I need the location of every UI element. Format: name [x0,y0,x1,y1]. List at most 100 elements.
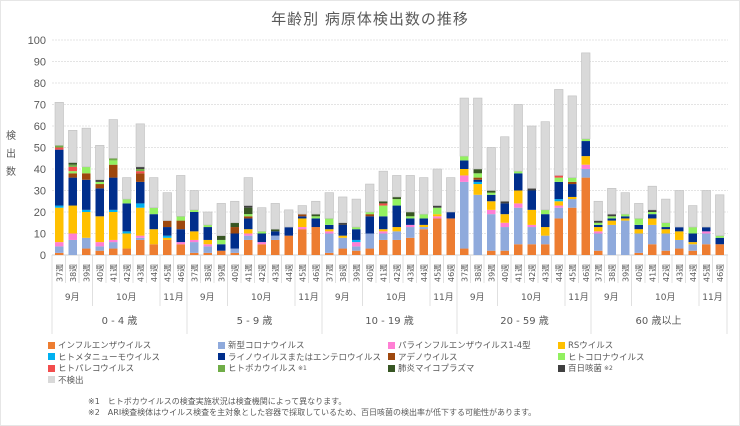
bar-segment [661,229,670,234]
month-label: 9月 [470,292,485,303]
bar-segment [661,233,670,251]
bar-segment [176,175,186,217]
bar-segment [554,207,563,219]
bar-segment [203,227,212,240]
bar-segment [55,252,64,255]
week-tick-label: 41週 [379,264,388,282]
legend-item: インフルエンザウイルス [48,339,151,351]
bar-segment [634,229,643,234]
bar-segment [621,214,630,217]
bar-segment [68,173,77,178]
bar-segment [554,181,563,200]
bar-segment [513,104,523,172]
footnote: ※2 ARI検査検体はウイルス検査を主対象とした容器で採取しているため、百日咳菌の… [88,407,544,418]
bar-stack [135,123,145,255]
bar-segment [324,192,334,219]
bar-stack [567,95,577,255]
bar-segment [554,201,563,206]
bar-segment [473,181,482,185]
legend-swatch [388,341,395,349]
bar-stack [176,175,186,255]
bar-segment [568,184,577,197]
bar-segment [325,224,334,230]
week-tick-label: 39週 [82,264,91,282]
week-tick-label: 44週 [555,264,564,282]
bar-segment [702,233,711,245]
bar-segment [122,248,131,255]
bar-segment [68,162,77,165]
bar-segment [554,175,563,178]
bar-segment [298,214,307,217]
bar-segment [82,237,91,249]
y-axis-label-char: 出 [6,149,16,160]
bar-segment [338,196,348,224]
bar-segment [514,203,523,208]
bar-segment [514,244,523,255]
y-axis-label-char: 検 [6,131,16,142]
bar-segment [176,229,185,243]
bar-segment [581,169,590,178]
bar-segment [607,224,616,255]
bar-segment [487,201,496,210]
bar-segment [392,239,401,255]
bar-segment [311,214,320,217]
bar-segment [487,250,496,255]
bar-segment [648,224,657,245]
bar-stack [189,190,199,255]
bar-segment [244,218,253,230]
bar-segment [473,184,482,195]
bar-segment [514,171,523,174]
week-tick-label: 38週 [339,264,348,282]
bar-segment [203,244,212,247]
bar-segment [244,239,253,255]
month-label: 11月 [298,292,318,303]
bar-segment [419,229,428,255]
legend-swatch [48,353,55,360]
y-tick-label: 50 [34,143,46,155]
week-tick-label: 45週 [163,264,172,282]
bar-segment [715,244,724,255]
bar-stack [378,170,388,255]
bar-segment [459,97,469,157]
month-label: 10月 [521,292,541,303]
bar-segment [68,171,77,174]
bar-segment [365,183,375,213]
legend-label: RSウイルス [568,341,614,351]
bar-segment [688,242,697,245]
legend-label: ヒトコロナウイルス [568,352,645,363]
bar-stack [647,185,657,255]
bar-segment [136,207,145,236]
week-tick-label: 40週 [96,264,105,282]
bar-segment [149,244,158,255]
bar-segment [122,233,131,249]
bar-segment [378,170,388,202]
bar-segment [554,199,563,202]
bar-segment [540,121,550,211]
bar-segment [163,235,172,238]
bar-segment [702,227,711,232]
bar-segment [352,239,361,243]
bar-segment [392,175,402,198]
bar-segment [284,209,294,228]
bar-segment [568,196,577,200]
bar-segment [514,190,523,204]
bar-segment [500,201,509,204]
bar-stack [405,175,415,255]
bar-segment [675,248,684,255]
y-tick-label: 70 [34,100,46,112]
bar-stack [270,203,280,255]
legend-swatch [558,353,565,360]
bar-segment [136,181,145,204]
bar-stack [392,175,402,255]
bar-segment [648,218,657,225]
bar-stack [419,177,429,255]
bar-segment [55,205,64,208]
bar-segment [190,252,199,255]
bar-segment [68,239,77,255]
bar-segment [136,203,145,208]
bar-segment [541,244,550,255]
bar-segment [433,214,442,217]
bar-segment [109,209,118,212]
bar-segment [648,214,657,219]
week-tick-label: 42週 [258,264,267,282]
